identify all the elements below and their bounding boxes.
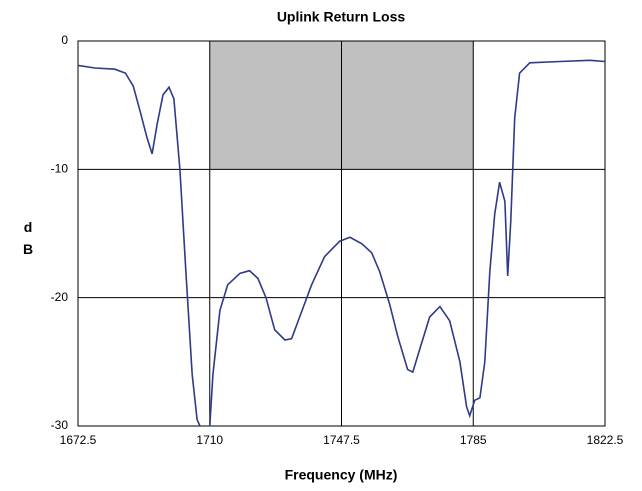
x-tick-label: 1710: [196, 433, 223, 447]
y-tick-label: -10: [51, 162, 69, 176]
x-tick-label: 1747.5: [323, 433, 360, 447]
data-line: [78, 59, 605, 426]
y-tick-label: -30: [51, 418, 69, 432]
y-tick-label: 0: [61, 33, 68, 47]
y-tick-label: -20: [51, 290, 69, 304]
x-tick-label: 1672.5: [60, 433, 97, 447]
plot-frame: [77, 40, 606, 427]
chart-title: Uplink Return Loss: [277, 9, 406, 25]
x-axis-label: Frequency (MHz): [285, 467, 398, 483]
x-tick-label: 1785: [460, 433, 487, 447]
x-tick-label: 1822.5: [587, 433, 624, 447]
